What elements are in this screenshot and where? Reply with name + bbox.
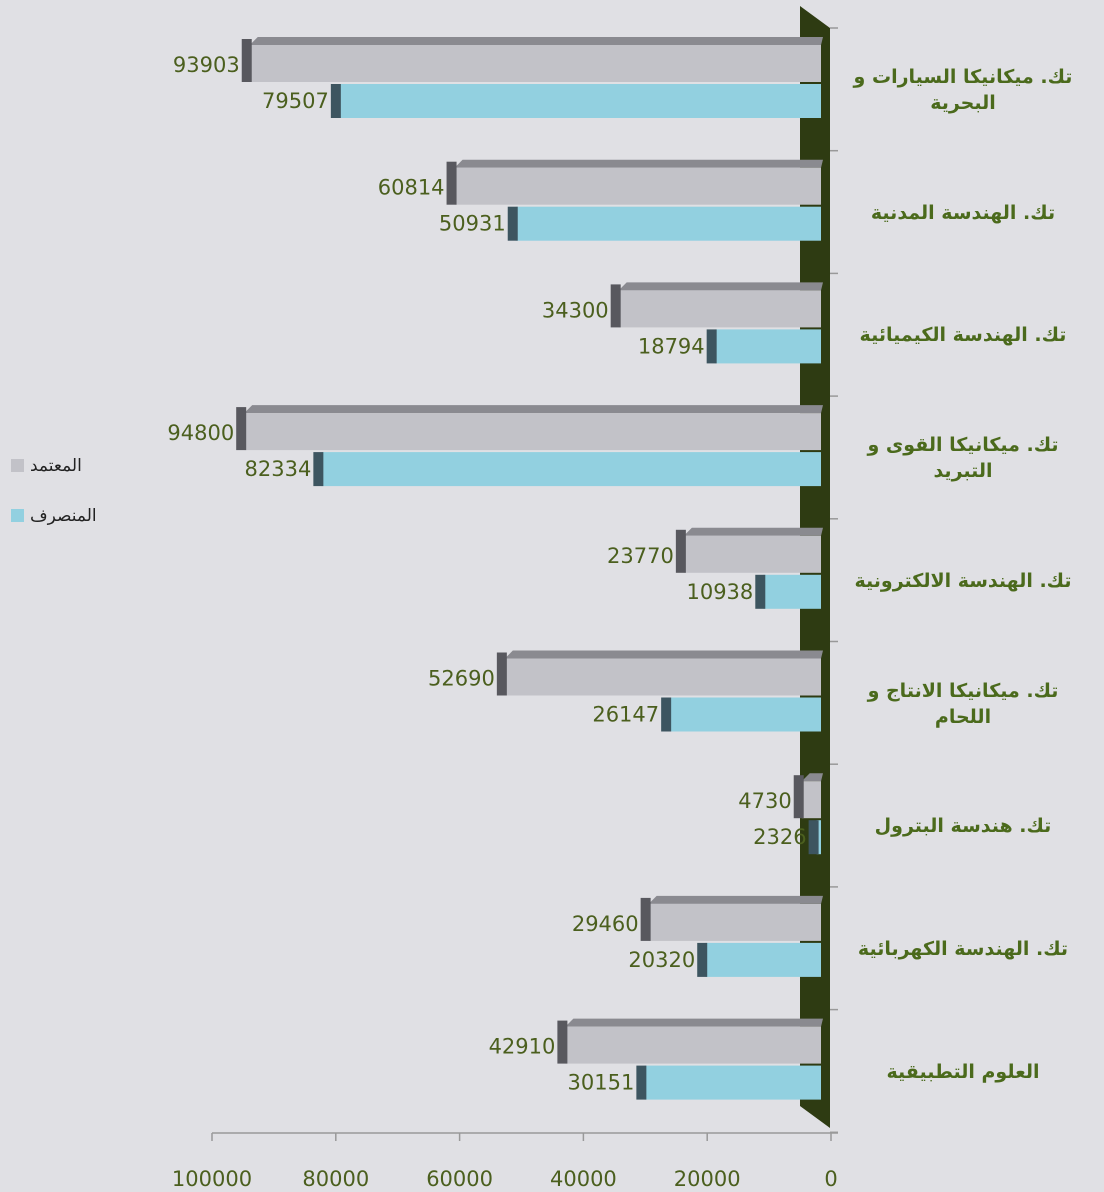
bar-end-cap (808, 820, 819, 855)
bar (504, 658, 821, 696)
bar (618, 290, 821, 328)
category-label: تك. الهندسة الالكترونية (854, 569, 1072, 592)
bar-end-cap (496, 652, 507, 696)
bar-end-cap (236, 407, 247, 451)
x-tick-label: 60000 (426, 1167, 493, 1191)
bar-top-face (683, 527, 823, 536)
x-tick-label: 100000 (172, 1167, 252, 1191)
bar (816, 820, 821, 855)
value-label: 60814 (378, 176, 445, 200)
value-label: 34300 (542, 298, 609, 322)
category-label: تك. الهندسة الكيميائية (859, 324, 1067, 347)
bar-top-face (244, 405, 824, 414)
value-label: 29460 (572, 912, 639, 936)
bar-end-cap (330, 84, 341, 118)
bar (669, 697, 821, 732)
value-label: 10938 (686, 580, 753, 604)
legend-label: المعتمد (30, 456, 82, 476)
bar-end-cap (675, 529, 686, 573)
bar-top-face (565, 1018, 823, 1027)
bar-end-cap (697, 942, 708, 977)
bar (801, 781, 821, 819)
x-tick-label: 20000 (674, 1167, 741, 1191)
value-label: 30151 (568, 1071, 635, 1095)
bar-end-cap (610, 284, 621, 328)
category-label: تك. هندسة البترول (874, 815, 1052, 838)
x-tick-label: 80000 (302, 1167, 369, 1191)
bar-top-face (504, 650, 823, 659)
bar-top-face (801, 773, 823, 782)
bar-top-face (454, 159, 823, 168)
category-label: تك. ميكانيكا السيارات و البحرية (853, 66, 1073, 114)
bar-end-cap (755, 574, 766, 609)
value-label: 20320 (628, 948, 695, 972)
bar-end-cap (661, 697, 672, 732)
bar-end-cap (636, 1065, 647, 1100)
bar-end-cap (507, 206, 518, 241)
bar (338, 84, 821, 118)
bar (249, 45, 822, 82)
bar (515, 206, 821, 241)
bar-end-cap (241, 39, 252, 82)
bar-top-face (618, 282, 823, 291)
category-label: تك. الهندسة الكهربائية (857, 937, 1069, 960)
legend-label: المنصرف (30, 506, 97, 526)
bar-top-face (249, 37, 824, 45)
legend-swatch (11, 459, 24, 472)
value-label: 50931 (439, 212, 506, 236)
bar (683, 535, 821, 573)
value-label: 26147 (592, 703, 659, 727)
bar (714, 329, 821, 364)
value-label: 79507 (262, 89, 329, 113)
bar-end-cap (557, 1020, 568, 1064)
bar (763, 574, 821, 609)
value-label: 4730 (738, 789, 791, 813)
bar-end-cap (446, 161, 457, 205)
value-label: 94800 (167, 421, 234, 445)
value-label: 52690 (428, 667, 495, 691)
bar (648, 903, 821, 941)
x-tick-label: 0 (824, 1167, 837, 1191)
bar (705, 942, 821, 977)
bar-end-cap (706, 329, 717, 364)
value-label: 93903 (173, 53, 240, 77)
x-tick-label: 40000 (550, 1167, 617, 1191)
value-label: 42910 (489, 1035, 556, 1059)
category-label: العلوم التطبيقية (886, 1060, 1040, 1083)
value-label: 2326 (753, 825, 806, 849)
category-label: تك. الهندسة المدنية (870, 201, 1056, 224)
legend-swatch (11, 509, 24, 522)
bar-end-cap (793, 775, 804, 819)
bar-end-cap (640, 897, 651, 941)
bar (565, 1026, 821, 1064)
category-label: تك. ميكانيكا الانتاج و اللحام (867, 679, 1059, 728)
bar (454, 167, 821, 205)
value-label: 18794 (638, 334, 705, 358)
value-label: 23770 (607, 544, 674, 568)
bar (644, 1065, 821, 1100)
category-label: تك. ميكانيكا القوى و التبريد (867, 434, 1059, 483)
bar-end-cap (313, 452, 324, 487)
bar (321, 452, 821, 487)
value-label: 82334 (245, 457, 312, 481)
bar-top-face (648, 895, 823, 904)
bar (244, 413, 822, 451)
